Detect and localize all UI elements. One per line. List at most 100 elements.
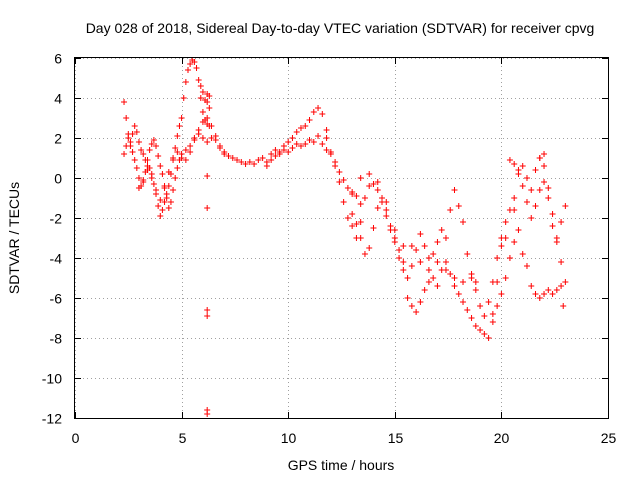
data-point [383,207,390,213]
data-point [170,155,177,161]
data-point [272,147,279,153]
data-point [357,175,364,181]
x-tick-label: 0 [72,430,80,446]
data-point [206,93,213,99]
data-point [553,287,560,293]
data-point [404,295,411,301]
y-tick-label: 0 [54,171,62,187]
series-track-c [135,131,364,207]
data-point [323,127,330,133]
data-point [323,135,330,141]
data-point [434,239,441,245]
data-point [562,203,569,209]
data-point [528,283,535,289]
data-point [144,157,151,163]
data-point [242,161,249,167]
grid [75,58,609,419]
data-point [208,123,215,129]
data-point [259,155,266,161]
data-point [477,303,484,309]
data-point [396,247,403,253]
data-point [129,131,136,137]
y-tick-label: -8 [50,331,63,347]
data-point [172,175,179,181]
data-point [127,139,134,145]
data-point [464,307,471,313]
data-point [541,179,548,185]
data-point [159,171,166,177]
data-point [323,147,330,153]
data-point [536,155,543,161]
data-point [523,199,530,205]
data-point [408,263,415,269]
data-point [413,309,420,315]
data-point [460,299,467,305]
data-point [455,291,462,297]
y-tick-label: 2 [54,131,62,147]
data-point [391,239,398,245]
data-point [558,219,565,225]
data-point [131,157,138,163]
data-point [442,259,449,265]
data-point [353,235,360,241]
data-point [541,291,548,297]
data-point [434,259,441,265]
x-tick-label: 5 [179,430,187,446]
data-point [404,275,411,281]
data-point [511,239,518,245]
data-point [455,203,462,209]
data-point [129,149,136,155]
data-point [276,151,283,157]
data-point [315,105,322,111]
data-point [204,173,211,179]
data-point [511,161,518,167]
series-track-b [121,105,330,211]
data-point [489,319,496,325]
data-point [408,243,415,249]
data-point [133,165,140,171]
data-point [180,95,187,101]
y-tick-label: -2 [50,211,63,227]
data-point [123,143,130,149]
data-point [532,291,539,297]
data-point [349,211,356,217]
data-point [225,153,232,159]
data-point [206,105,213,111]
data-point [366,171,373,177]
data-point [174,149,181,155]
data-point [357,219,364,225]
data-point [187,143,194,149]
data-point [502,219,509,225]
data-point [528,215,535,221]
data-point [195,131,202,137]
data-point [163,195,170,201]
data-point [485,299,492,305]
data-point [216,145,223,151]
data-point [498,243,505,249]
series-track-g [349,151,569,317]
axis-ticks: 0 5 10 15 20 25 -12 -10 -8 -6 -4 -2 0 2 4 6 [42,51,617,447]
data-point [306,137,313,143]
x-axis-label: GPS time / hours [288,457,395,473]
data-point [184,67,191,73]
data-point [178,115,185,121]
data-point [464,251,471,257]
y-tick-label: -4 [50,251,63,267]
data-point [549,211,556,217]
data-point [144,167,151,173]
data-point [161,185,168,191]
data-point [178,155,185,161]
data-point [161,199,168,205]
data-point [121,99,128,105]
data-point [204,411,211,417]
data-point [396,255,403,261]
data-point [430,251,437,257]
data-point [319,141,326,147]
data-point [191,137,198,143]
data-point [187,61,194,67]
data-point [285,139,292,145]
data-point [349,191,356,197]
data-point [413,247,420,253]
data-point [417,231,424,237]
data-point [212,137,219,143]
